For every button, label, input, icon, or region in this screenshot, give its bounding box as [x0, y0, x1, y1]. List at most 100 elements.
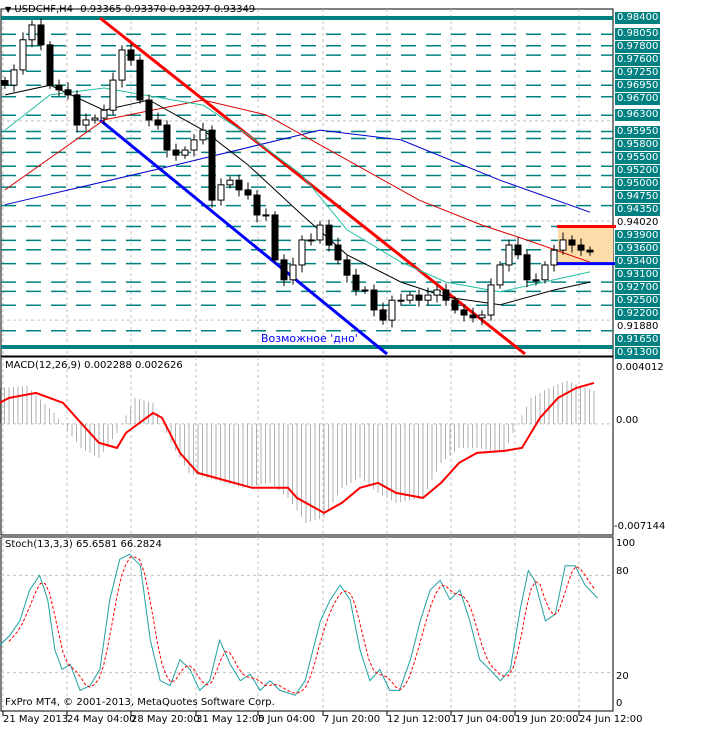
- price-axis-label: 0.95950: [615, 125, 661, 138]
- bear-candle: [46, 44, 54, 86]
- bear-candle: [280, 259, 288, 281]
- bull-candle: [217, 184, 225, 201]
- time-axis-label: 12 Jun 12:00: [387, 714, 451, 725]
- bear-candle: [460, 309, 468, 316]
- price-axis-label: 0.96700: [615, 93, 661, 106]
- bull-candle: [109, 79, 117, 111]
- bull-candle: [10, 69, 18, 86]
- macd-signal-line: [0, 381, 595, 515]
- bear-candle: [253, 194, 261, 216]
- stoch-axis-20: 20: [616, 671, 629, 682]
- price-axis-label: 0.93100: [615, 268, 661, 281]
- price-axis-label: 0.93600: [615, 242, 661, 255]
- macd-axis-zero: 0.00: [616, 415, 639, 426]
- price-axis-label: 0.95800: [615, 138, 661, 151]
- moving-average-line: [4, 129, 591, 213]
- bull-candle: [532, 279, 540, 282]
- bear-candle: [325, 224, 333, 246]
- bear-candle: [469, 314, 477, 319]
- bear-candle: [172, 149, 180, 156]
- price-axis-label: 0.94350: [615, 203, 661, 216]
- bull-candle: [181, 149, 189, 156]
- bull-candle: [298, 239, 306, 266]
- bear-candle: [442, 289, 450, 301]
- bear-candle: [514, 244, 522, 256]
- price-axis-label: 0.98050: [615, 28, 661, 41]
- bull-candle: [289, 264, 297, 281]
- bull-candle: [559, 239, 567, 251]
- time-axis-label: 19 Jun 20:00: [515, 714, 579, 725]
- price-axis-label: 0.97800: [615, 41, 661, 54]
- bear-candle: [73, 94, 81, 126]
- dropdown-arrow-icon[interactable]: ▼: [5, 5, 12, 14]
- bear-candle: [379, 309, 387, 321]
- price-axis-label: 0.96950: [615, 80, 661, 93]
- bull-candle: [262, 214, 270, 217]
- bull-candle: [550, 249, 558, 266]
- price-axis-label: 0.93400: [615, 255, 661, 268]
- moving-average-line: [4, 99, 591, 263]
- price-axis-label: 0.95200: [615, 164, 661, 177]
- bear-candle: [244, 189, 252, 196]
- stoch-axis-0: 0: [616, 698, 623, 709]
- bull-candle: [487, 284, 495, 316]
- price-axis-label: 0.97250: [615, 67, 661, 80]
- bull-candle: [28, 24, 36, 41]
- price-axis-label: 0.92500: [615, 294, 661, 307]
- price-axis-label: 0.97600: [615, 54, 661, 67]
- bear-candle: [271, 214, 279, 261]
- symbol-header: ▼ USDCHF,H4 0.93365 0.93370 0.93297 0.93…: [5, 4, 255, 16]
- bear-candle: [334, 244, 342, 261]
- price-axis-label: 0.95500: [615, 151, 661, 164]
- bear-candle: [163, 124, 171, 151]
- price-axis-label: 0.92200: [615, 307, 661, 320]
- bull-candle: [541, 264, 549, 281]
- stoch-legend: Stoch(13,3,3) 65.6581 66.2824: [5, 539, 162, 550]
- red-trend-line: [99, 16, 526, 356]
- bull-candle: [505, 244, 513, 266]
- bear-candle: [343, 259, 351, 276]
- bull-candle: [478, 314, 486, 319]
- bear-candle: [577, 244, 585, 251]
- bear-candle: [568, 239, 576, 246]
- bull-candle: [199, 129, 207, 141]
- bull-candle: [118, 49, 126, 81]
- bull-candle: [82, 119, 90, 126]
- moving-average-line: [4, 87, 591, 293]
- macd-legend: MACD(12,26,9) 0.002288 0.002626: [5, 360, 183, 371]
- blue-channel-line: [99, 118, 388, 356]
- price-axis-label: 0.93900: [615, 229, 661, 242]
- stoch-signal-line: [8, 556, 595, 694]
- price-axis-label: 0.94020: [617, 216, 659, 228]
- bull-candle: [496, 264, 504, 286]
- bear-candle: [136, 59, 144, 101]
- bear-candle: [55, 84, 63, 91]
- bull-candle: [100, 109, 108, 119]
- panel-frame: [0, 536, 614, 712]
- bear-candle: [235, 179, 243, 191]
- time-axis-label: 7 Jun 20:00: [323, 714, 381, 725]
- time-axis-label: 31 May 12:00: [196, 714, 265, 725]
- bear-candle: [1, 80, 9, 86]
- bear-candle: [208, 129, 216, 201]
- time-axis-label: 28 May 20:00: [131, 714, 200, 725]
- symbol-title: USDCHF,H4: [14, 4, 74, 15]
- macd-axis-max: 0.004012: [616, 362, 664, 373]
- price-axis-label: 0.94750: [615, 190, 661, 203]
- macd-axis-min: -0.007144: [614, 521, 666, 532]
- bull-candle: [424, 294, 432, 301]
- bear-candle: [37, 24, 45, 46]
- bear-candle: [64, 89, 72, 96]
- range-box: [558, 226, 613, 264]
- bear-candle: [370, 289, 378, 311]
- price-axis-label: 0.96300: [615, 109, 661, 122]
- ohlc-values: 0.93365 0.93370 0.93297 0.93349: [80, 4, 256, 15]
- bull-candle: [361, 289, 369, 292]
- bear-candle: [352, 274, 360, 291]
- time-axis-label: 24 Jun 12:00: [579, 714, 643, 725]
- price-axis-label: 0.91880: [617, 320, 659, 332]
- bottom-annotation: Возможное 'дно': [261, 332, 358, 345]
- time-axis-label: 5 Jun 04:00: [258, 714, 316, 725]
- bear-candle: [451, 299, 459, 311]
